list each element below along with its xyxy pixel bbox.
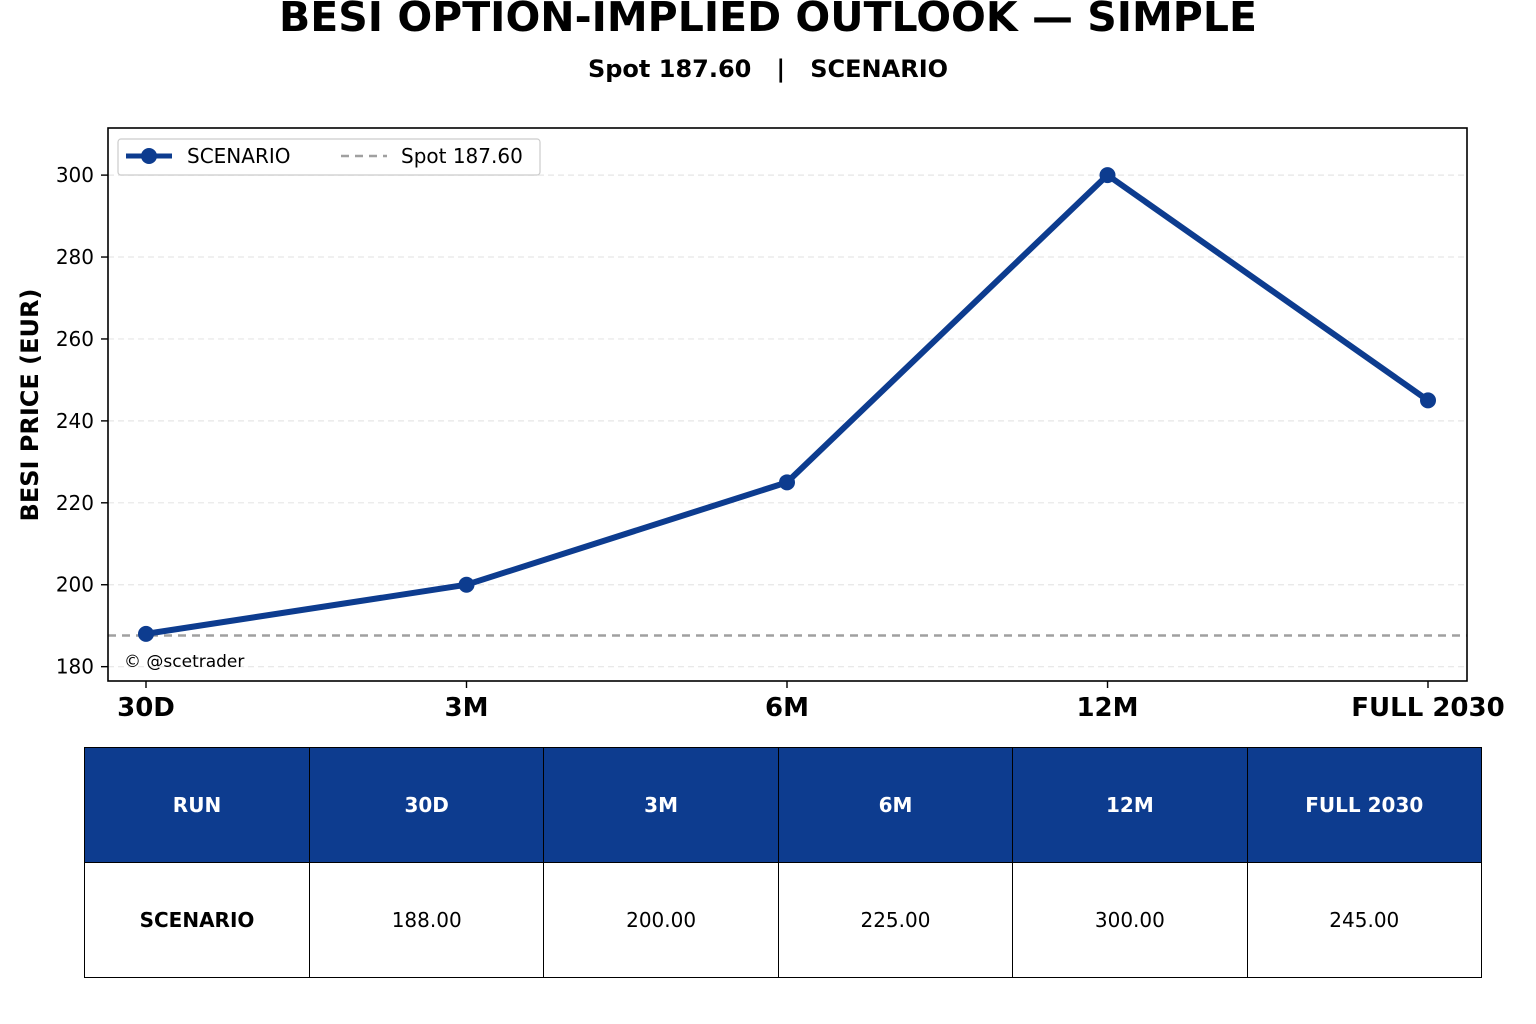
table-cell: 225.00 — [777, 862, 1014, 978]
table-header-30d: 30D — [308, 747, 545, 863]
data-point — [458, 576, 475, 593]
data-point — [779, 474, 795, 491]
y-tick-label: 200 — [56, 573, 94, 597]
y-tick-label: 220 — [56, 491, 94, 515]
y-tick-label: 180 — [56, 655, 94, 679]
plot-area-frame — [107, 127, 1468, 682]
legend-spot-label: Spot 187.60 — [401, 144, 523, 168]
table-row: SCENARIO 188.00 200.00 225.00 300.00 245… — [84, 862, 1483, 978]
table-cell: 188.00 — [308, 862, 545, 978]
legend-box — [117, 138, 541, 176]
x-tick-label: 30D — [117, 693, 175, 723]
series-layer — [138, 167, 1436, 642]
table-header-6m: 6M — [777, 747, 1014, 863]
y-tick-label: 240 — [56, 409, 94, 433]
data-point — [1420, 392, 1436, 409]
y-tick-label: 260 — [56, 327, 94, 351]
data-point — [138, 625, 154, 642]
table-header-3m: 3M — [543, 747, 779, 863]
scenario-table: RUN 30D 3M 6M 12M FULL 2030 SCENARIO 188… — [84, 747, 1483, 978]
legend-series-label: SCENARIO — [187, 144, 290, 168]
chart-title: BESI OPTION-IMPLIED OUTLOOK — SIMPLE — [279, 0, 1257, 41]
legend-series-marker — [141, 148, 157, 164]
x-tick-label: FULL 2030 — [1351, 693, 1504, 723]
table-cell-run: SCENARIO — [84, 862, 310, 978]
chart-subtitle: Spot 187.60 | SCENARIO — [587, 55, 949, 83]
table-cell: 300.00 — [1012, 862, 1248, 978]
grid-lines — [108, 174, 1467, 668]
table-header-run: RUN — [84, 747, 310, 863]
data-point — [1099, 167, 1116, 184]
x-tick-label: 6M — [765, 693, 809, 723]
table-cell: 200.00 — [543, 862, 779, 978]
y-axis-label: BESI PRICE (EUR) — [16, 289, 44, 522]
table-header-full-2030: FULL 2030 — [1246, 747, 1483, 863]
copyright-annotation: © @scetrader — [124, 652, 244, 672]
table-header-12m: 12M — [1012, 747, 1248, 863]
table-cell: 245.00 — [1246, 862, 1483, 978]
y-tick-label: 280 — [56, 245, 94, 269]
table-header-row: RUN 30D 3M 6M 12M FULL 2030 — [84, 747, 1483, 863]
x-axis-ticks: 30D 3M 6M 12M FULL 2030 — [117, 681, 1505, 723]
x-tick-label: 12M — [1076, 693, 1138, 723]
x-tick-label: 3M — [445, 693, 489, 723]
line-chart: 180 200 220 240 260 280 300 30D 3M 6M 12M FULL 203… — [16, 127, 1505, 723]
series-line — [145, 171, 1430, 637]
y-axis-ticks: 180 200 220 240 260 280 300 — [56, 163, 108, 679]
y-tick-label: 300 — [56, 163, 94, 187]
legend: SCENARIO Spot 187.60 — [117, 138, 541, 176]
